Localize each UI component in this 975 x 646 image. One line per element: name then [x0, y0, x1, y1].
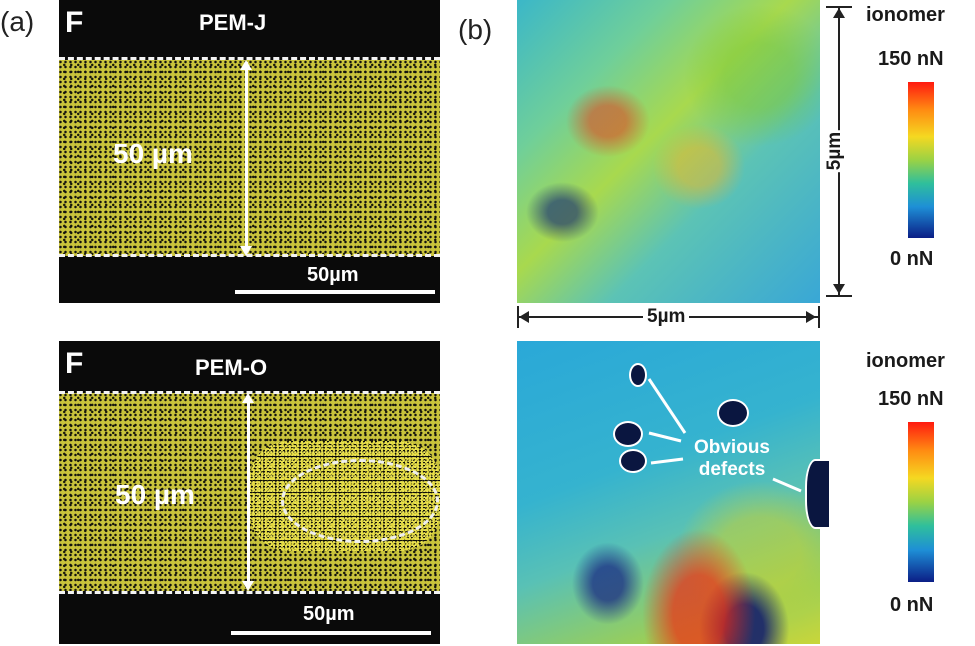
colorbar-max-label: 150 nN: [878, 48, 944, 70]
dimension-label-vertical: 5µm: [824, 129, 847, 173]
defect-spot: [613, 421, 643, 447]
defect-spot: [629, 363, 647, 387]
scale-bar: [235, 290, 435, 294]
arrow-line: [772, 477, 802, 493]
dimension-tick-top: [826, 6, 852, 8]
dimension-label-horizontal: 5µm: [643, 306, 690, 328]
thickness-arrow: [245, 62, 248, 250]
bottom-boundary-line: [59, 591, 440, 594]
scale-bar-label: 50µm: [303, 603, 355, 625]
fluorine-layer: [59, 60, 440, 256]
dimension-tick-left: [517, 306, 519, 328]
arrow-head-bottom: [242, 581, 254, 591]
afm-map-bottom: Obvious defects: [517, 341, 831, 644]
colorbar-min-label: 0 nN: [890, 594, 934, 616]
thickness-label: 50 µm: [113, 138, 193, 169]
arrow-head-bottom: [240, 246, 252, 256]
defect-spot: [619, 449, 647, 473]
arrow-head-left: [519, 311, 529, 323]
colorbar-title: ionomer: [866, 4, 945, 26]
arrow-line: [650, 457, 684, 465]
sample-name: PEM-O: [195, 355, 268, 380]
arrow-head-down: [833, 284, 845, 294]
colorbar: [908, 422, 934, 582]
colorbar-min-label: 0 nN: [890, 248, 934, 270]
defect-region-ellipse: [281, 459, 439, 543]
panel-label-a: (a): [0, 6, 35, 37]
arrow-head-top: [242, 393, 254, 403]
defect-spot: [717, 399, 749, 427]
top-boundary-line: [59, 391, 440, 394]
arrow-head-right: [806, 311, 816, 323]
arrow-line: [647, 378, 687, 434]
colorbar: [908, 82, 934, 238]
arrow-head-up: [833, 8, 845, 18]
element-label: F: [65, 6, 84, 39]
scale-bar-label: 50µm: [307, 264, 359, 286]
annotation-arrows: [647, 378, 802, 493]
colorbar-title: ionomer: [866, 350, 945, 372]
dimension-tick-bottom: [826, 295, 852, 297]
panel-label-b: (b): [458, 14, 493, 45]
arrow-line: [648, 431, 682, 443]
sample-name: PEM-J: [199, 10, 267, 35]
thickness-arrow: [247, 397, 250, 587]
arrow-head-top: [240, 60, 252, 70]
scale-bar: [231, 631, 431, 635]
edx-map-pem-o: F PEM-O 50 µm 50µm: [59, 341, 440, 644]
afm-map-top: [517, 0, 820, 303]
top-boundary-line: [59, 57, 440, 60]
thickness-label: 50 µm: [115, 479, 195, 510]
dimension-tick-right: [818, 306, 820, 328]
defect-spot: [805, 459, 831, 529]
element-label: F: [65, 347, 84, 380]
colorbar-max-label: 150 nN: [878, 388, 944, 410]
defect-annotation: Obvious defects: [693, 437, 770, 480]
edx-map-pem-j: F PEM-J 50 µm 50µm: [59, 0, 440, 303]
